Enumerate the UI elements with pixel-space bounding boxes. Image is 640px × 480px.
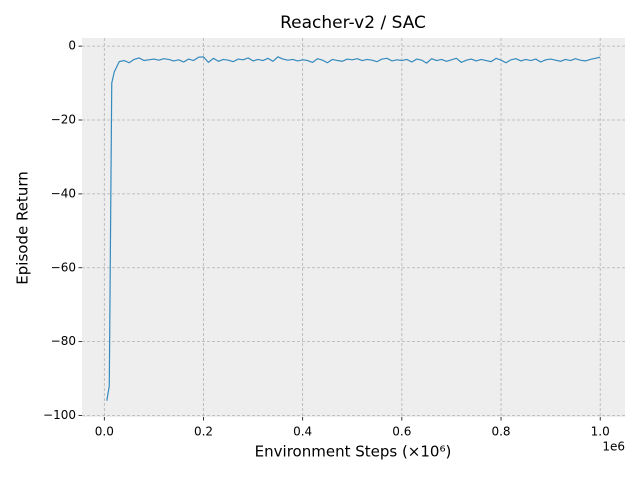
- y-tick-label: −100: [43, 408, 76, 422]
- x-tick-label: 0.4: [293, 425, 312, 439]
- x-tick-label: 0.2: [194, 425, 213, 439]
- chart-title: Reacher-v2 / SAC: [280, 13, 426, 33]
- x-tick-label: 0.0: [95, 425, 114, 439]
- y-axis-label: Episode Return: [14, 171, 32, 284]
- y-tick-label: −20: [51, 113, 76, 127]
- y-tick-label: −80: [51, 334, 76, 348]
- grid: [78, 38, 625, 421]
- x-tick-label: 0.6: [392, 425, 411, 439]
- marks: [106, 56, 601, 401]
- y-tick-label: −60: [51, 260, 76, 274]
- series-line: [106, 56, 601, 401]
- y-tick-label: 0: [68, 39, 76, 53]
- labels: 0.0 0.2 0.4 0.6 0.8 1.0 0 −20 −40 −60 −80 −100: [43, 39, 610, 439]
- plot-area: [82, 38, 625, 417]
- y-tick-label: −40: [51, 186, 76, 200]
- x-tick-label: 1.0: [591, 425, 610, 439]
- x-offset-label: 1e6: [602, 440, 625, 454]
- x-tick-label: 0.8: [491, 425, 510, 439]
- x-axis-label: Environment Steps (×10⁶): [255, 443, 452, 461]
